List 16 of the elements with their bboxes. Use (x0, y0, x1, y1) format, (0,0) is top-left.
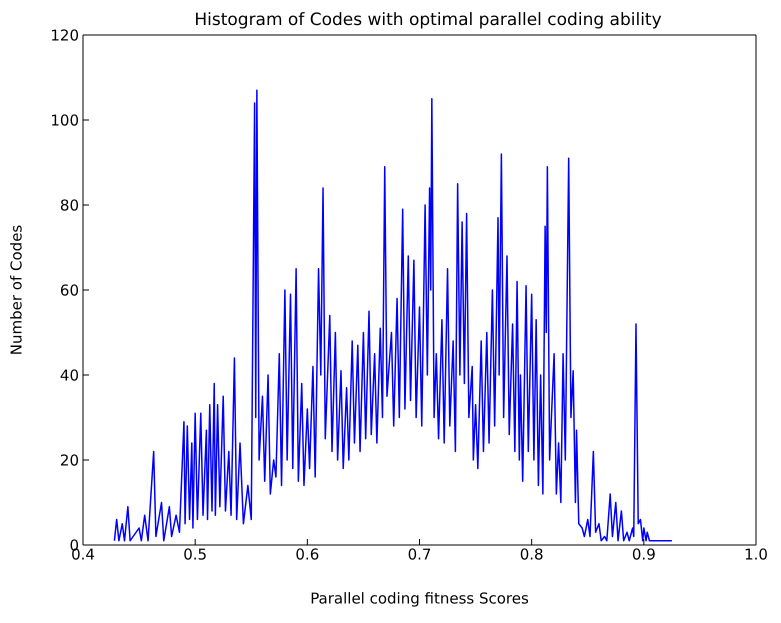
x-tick-label: 0.8 (520, 546, 544, 564)
x-tick-label: 0.6 (295, 546, 320, 564)
y-axis-title: Number of Codes (7, 224, 26, 356)
y-tick-label: 120 (50, 26, 79, 44)
line-series (114, 90, 673, 542)
y-tick-label: 80 (60, 196, 79, 214)
chart-title: Histogram of Codes with optimal parallel coding ability (193, 10, 663, 30)
y-tick-label: 20 (60, 451, 79, 470)
x-tick-label: 0.7 (408, 546, 432, 564)
x-tick-label: 1.0 (744, 546, 768, 564)
y-tick-label: 40 (60, 366, 79, 384)
x-tick-label: 0.9 (632, 546, 656, 564)
y-tick-label: 100 (50, 111, 79, 130)
x-tick-label: 0.5 (183, 546, 208, 564)
x-axis-title: Parallel coding fitness Scores (310, 590, 529, 608)
y-tick-label: 60 (60, 281, 79, 300)
